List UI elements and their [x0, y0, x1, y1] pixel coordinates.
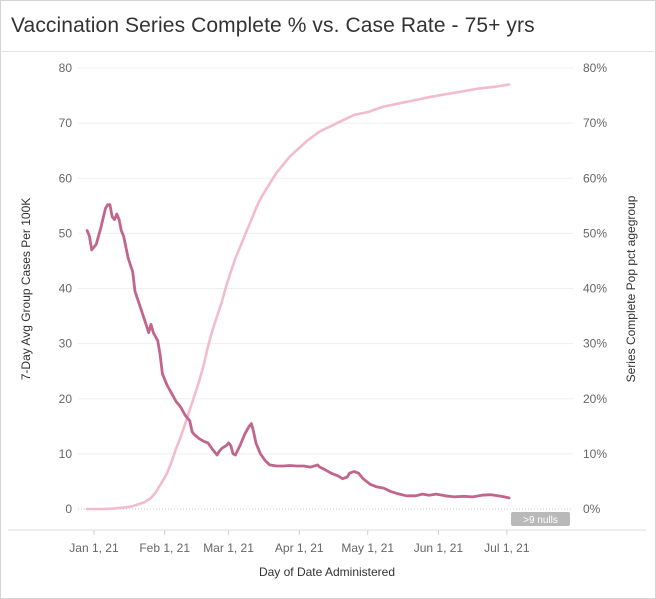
y-left-tick-20: 20 [59, 392, 73, 406]
y-left-tick-30: 30 [59, 337, 73, 351]
y-axis-left-title: 7-Day Avg Group Cases Per 100K [19, 198, 33, 381]
y-left-tick-0: 0 [65, 502, 72, 516]
y-left-tick-70: 70 [59, 116, 73, 130]
y-right-tick-20: 20% [583, 392, 607, 406]
gridlines [78, 67, 573, 455]
x-tick-label-2021-07-01: Jul 1, 21 [484, 541, 530, 555]
nulls-badge[interactable] [511, 512, 570, 526]
series-series-complete-pct [85, 83, 511, 511]
x-tick-label-2021-04-01: Apr 1, 21 [275, 541, 324, 555]
y-left-tick-50: 50 [59, 226, 73, 240]
nulls-label[interactable]: >9 nulls [523, 515, 558, 526]
y-right-tick-40: 40% [583, 282, 607, 296]
series-line [85, 83, 511, 511]
x-tick-label-2021-03-01: Mar 1, 21 [203, 541, 254, 555]
left-axis-ticks: 0 10 20 30 40 50 60 70 80 [59, 61, 73, 516]
x-tick-label-2021-02-01: Feb 1, 21 [139, 541, 190, 555]
y-axis-right-title: Series Complete Pop pct agegroup [624, 195, 638, 382]
y-right-tick-80: 80% [583, 61, 607, 75]
y-left-tick-40: 40 [59, 282, 73, 296]
y-left-tick-80: 80 [59, 61, 73, 75]
x-axis-title: Day of Date Administered [259, 565, 395, 579]
y-right-tick-50: 50% [583, 226, 607, 240]
series-line [85, 203, 511, 500]
nulls-indicator[interactable]: >9 nulls [511, 512, 570, 526]
x-axis-ticks: Jan 1, 21 Feb 1, 21 Mar 1, 21 Apr 1, 21 May … [69, 530, 530, 555]
y-left-tick-10: 10 [59, 447, 73, 461]
y-right-tick-0: 0% [583, 502, 601, 516]
title-divider [0, 51, 654, 52]
y-right-tick-30: 30% [583, 337, 607, 351]
x-tick-label-2021-01-01: Jan 1, 21 [69, 541, 119, 555]
chart-title: Vaccination Series Complete % vs. Case R… [11, 14, 535, 37]
right-axis-ticks: 0% 10% 20% 30% 40% 50% 60% 70% 80% [583, 61, 607, 516]
x-tick-label-2021-05-01: May 1, 21 [341, 541, 394, 555]
y-right-tick-10: 10% [583, 447, 607, 461]
y-left-tick-60: 60 [59, 171, 73, 185]
series-layer [85, 83, 511, 511]
x-tick-label-2021-06-01: Jun 1, 21 [414, 541, 464, 555]
y-right-tick-70: 70% [583, 116, 607, 130]
series-case-rate [85, 203, 511, 500]
y-right-tick-60: 60% [583, 171, 607, 185]
